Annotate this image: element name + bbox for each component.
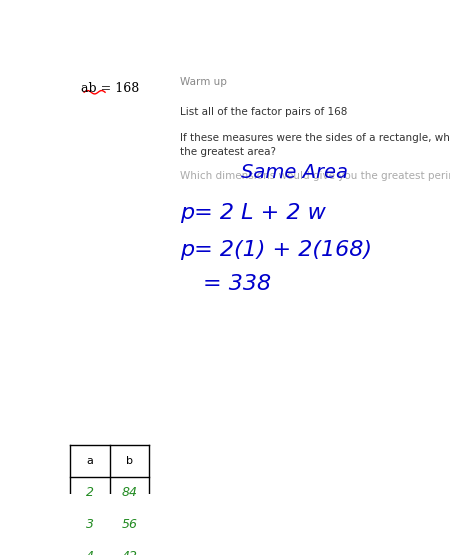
Text: = 338: = 338 [202,274,271,294]
Text: 56: 56 [122,518,138,532]
Text: ab = 168: ab = 168 [81,82,140,94]
Text: If these measures were the sides of a rectangle, which dimensions  would give yo: If these measures were the sides of a re… [180,133,450,157]
Text: 84: 84 [122,486,138,500]
Text: 2: 2 [86,486,94,500]
Text: 4: 4 [86,551,94,555]
Text: Warm up: Warm up [180,77,227,87]
Text: b: b [126,456,133,466]
Text: a: a [87,456,94,466]
Text: Same Area: Same Area [241,163,348,181]
Text: p= 2 L + 2 w: p= 2 L + 2 w [180,203,326,223]
Text: Which dimensions would give you the greatest perimeter?: Which dimensions would give you the grea… [180,171,450,181]
Text: 42: 42 [122,551,138,555]
Text: 3: 3 [86,518,94,532]
Text: p= 2(1) + 2(168): p= 2(1) + 2(168) [180,240,372,260]
Text: List all of the factor pairs of 168: List all of the factor pairs of 168 [180,107,347,117]
